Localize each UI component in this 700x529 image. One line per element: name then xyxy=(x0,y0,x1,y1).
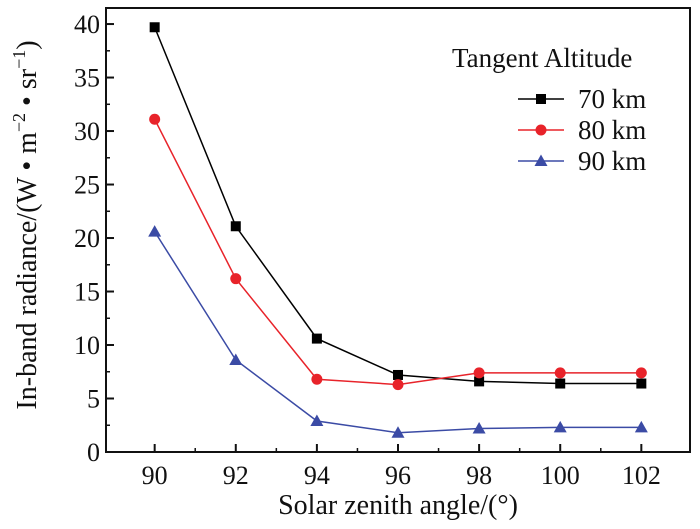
data-point xyxy=(149,22,160,33)
x-axis: 90 92 94 96 98 100 102 xyxy=(142,444,661,490)
data-point xyxy=(555,378,566,389)
legend-label: 80 km xyxy=(578,115,646,145)
y-tick-label: 25 xyxy=(74,171,100,200)
x-tick-label: 100 xyxy=(541,461,580,490)
y-tick-label: 15 xyxy=(74,278,100,307)
y-axis-title-sup-1: −2 xyxy=(9,113,29,132)
data-point xyxy=(310,414,324,426)
x-tick-label: 92 xyxy=(223,461,249,490)
data-point xyxy=(635,367,647,379)
data-point xyxy=(634,420,648,433)
x-tick-label: 94 xyxy=(304,461,330,490)
y-axis-title-base: In-band radiance/(W • m xyxy=(12,132,43,410)
data-point xyxy=(636,378,647,389)
y-axis-title-sup-2: −1 xyxy=(9,50,29,69)
legend-item: 80 km xyxy=(518,115,646,145)
legend-label: 90 km xyxy=(578,146,646,176)
y-axis-title-mid: • sr xyxy=(12,68,43,113)
legend-item: 70 km xyxy=(518,84,646,114)
data-point xyxy=(229,353,243,365)
y-axis: 0 5 10 15 20 25 30 35 40 xyxy=(74,10,114,467)
data-point xyxy=(149,113,161,125)
data-point xyxy=(392,379,404,391)
data-point xyxy=(474,376,485,387)
series-line xyxy=(153,26,642,385)
y-tick-label: 30 xyxy=(74,117,100,146)
y-tick-label: 0 xyxy=(87,438,100,467)
x-tick-label: 102 xyxy=(622,461,661,490)
y-axis-title: In-band radiance/(W • m−2 • sr−1) xyxy=(9,40,43,409)
data-point xyxy=(393,369,403,380)
data-point xyxy=(553,420,567,433)
data-point xyxy=(311,373,323,385)
series-line xyxy=(153,118,642,386)
legend-title: Tangent Altitude xyxy=(452,43,632,73)
legend-marker xyxy=(536,94,546,104)
x-tick-label: 96 xyxy=(385,461,411,490)
legend-marker xyxy=(534,154,548,166)
series-square xyxy=(149,22,647,389)
data-point xyxy=(148,225,162,237)
series-circle xyxy=(149,113,647,391)
x-axis-title: Solar zenith angle/(°) xyxy=(278,490,518,521)
data-point xyxy=(472,421,486,434)
y-tick-label: 10 xyxy=(74,331,100,360)
y-tick-label: 40 xyxy=(74,10,100,39)
series-layer xyxy=(148,22,648,438)
series-triangle xyxy=(148,225,648,438)
data-point xyxy=(473,367,485,379)
x-tick-label: 90 xyxy=(142,461,168,490)
data-point xyxy=(311,333,322,344)
y-tick-label: 35 xyxy=(74,64,100,93)
y-tick-label: 20 xyxy=(74,224,100,253)
x-tick-label: 98 xyxy=(466,461,492,490)
data-point xyxy=(230,273,242,285)
legend-marker xyxy=(535,124,547,136)
y-axis-title-end: ) xyxy=(12,40,43,49)
legend-label: 70 km xyxy=(578,84,646,114)
y-tick-label: 5 xyxy=(87,385,100,414)
data-point xyxy=(391,426,405,438)
data-point xyxy=(230,221,241,232)
data-point xyxy=(554,367,566,379)
legend-item: 90 km xyxy=(518,146,646,176)
